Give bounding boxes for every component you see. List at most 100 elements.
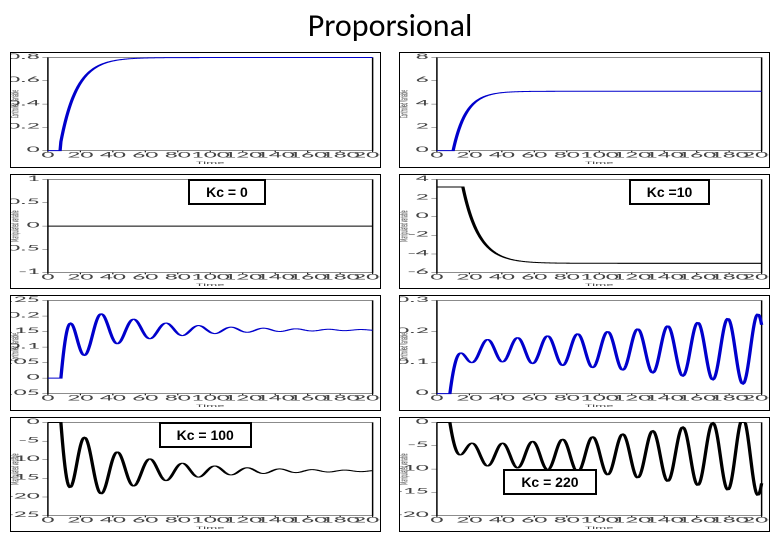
panel-42: Kc = 220 020406080100120140160180200 -20… bbox=[399, 417, 770, 533]
svg-text:40: 40 bbox=[100, 515, 127, 525]
svg-text:1: 1 bbox=[27, 175, 40, 183]
svg-text:20: 20 bbox=[456, 515, 483, 525]
svg-text:60: 60 bbox=[132, 393, 159, 403]
svg-text:0: 0 bbox=[41, 150, 55, 160]
svg-text:40: 40 bbox=[489, 515, 516, 525]
svg-text:20: 20 bbox=[456, 393, 483, 403]
svg-text:0: 0 bbox=[416, 418, 430, 426]
svg-text:80: 80 bbox=[165, 150, 192, 160]
svg-text:-15: -15 bbox=[400, 486, 429, 496]
svg-text:0: 0 bbox=[416, 211, 430, 221]
kc10-label: Kc =10 bbox=[629, 179, 711, 205]
svg-text:Controlled Variable: Controlled Variable bbox=[11, 90, 22, 118]
svg-text:0: 0 bbox=[430, 150, 444, 160]
svg-text:6: 6 bbox=[416, 75, 430, 85]
svg-text:60: 60 bbox=[132, 515, 159, 525]
svg-text:0: 0 bbox=[430, 393, 444, 403]
panel-41: Kc = 100 020406080100120140160180200 -25… bbox=[10, 417, 381, 533]
panel-12: 020406080100120140160180200 02468 Time C… bbox=[399, 52, 770, 168]
svg-text:0: 0 bbox=[416, 145, 430, 155]
svg-text:0.6: 0.6 bbox=[11, 75, 40, 85]
svg-text:0.25: 0.25 bbox=[11, 296, 40, 304]
svg-text:200: 200 bbox=[742, 150, 769, 160]
svg-text:200: 200 bbox=[353, 393, 380, 403]
svg-text:-0.5: -0.5 bbox=[11, 243, 40, 253]
svg-text:-4: -4 bbox=[408, 248, 429, 258]
svg-text:Controlled Variable: Controlled Variable bbox=[400, 333, 411, 361]
svg-text:20: 20 bbox=[67, 515, 94, 525]
svg-text:0.3: 0.3 bbox=[400, 296, 429, 304]
svg-text:-20: -20 bbox=[400, 509, 429, 519]
svg-text:200: 200 bbox=[742, 272, 769, 282]
svg-text:Time: Time bbox=[196, 525, 224, 530]
svg-text:-20: -20 bbox=[11, 491, 40, 501]
svg-text:-0.05: -0.05 bbox=[11, 388, 40, 398]
svg-text:80: 80 bbox=[165, 272, 192, 282]
svg-text:0: 0 bbox=[27, 372, 41, 382]
svg-text:80: 80 bbox=[554, 393, 581, 403]
svg-text:-25: -25 bbox=[11, 509, 40, 519]
panel-32: 020406080100120140160180200 00.10.20.3 T… bbox=[399, 295, 770, 411]
svg-text:0: 0 bbox=[41, 515, 55, 525]
svg-text:40: 40 bbox=[100, 150, 127, 160]
svg-text:60: 60 bbox=[521, 393, 548, 403]
kc0-label: Kc = 0 bbox=[188, 179, 266, 205]
svg-text:0.2: 0.2 bbox=[11, 310, 40, 320]
svg-text:Manipulated variable: Manipulated variable bbox=[11, 453, 22, 485]
svg-text:Manipulated variable: Manipulated variable bbox=[11, 210, 22, 242]
svg-text:200: 200 bbox=[742, 515, 769, 525]
svg-text:60: 60 bbox=[132, 272, 159, 282]
svg-text:20: 20 bbox=[67, 150, 94, 160]
svg-text:Manipulated variable: Manipulated variable bbox=[400, 453, 411, 485]
svg-text:0: 0 bbox=[27, 145, 41, 155]
svg-text:20: 20 bbox=[67, 393, 94, 403]
svg-text:0: 0 bbox=[27, 220, 41, 230]
svg-text:60: 60 bbox=[132, 150, 159, 160]
svg-text:8: 8 bbox=[416, 53, 429, 61]
svg-text:2: 2 bbox=[416, 192, 429, 202]
svg-text:40: 40 bbox=[100, 272, 127, 282]
kc100-label: Kc = 100 bbox=[159, 422, 252, 448]
svg-text:200: 200 bbox=[353, 515, 380, 525]
svg-text:40: 40 bbox=[489, 393, 516, 403]
svg-text:0.2: 0.2 bbox=[11, 122, 40, 132]
svg-text:Manipulated variable: Manipulated variable bbox=[400, 210, 411, 242]
svg-text:Time: Time bbox=[196, 160, 224, 165]
svg-text:40: 40 bbox=[100, 393, 127, 403]
svg-text:80: 80 bbox=[554, 272, 581, 282]
svg-text:Time: Time bbox=[196, 282, 224, 287]
svg-text:0: 0 bbox=[41, 393, 55, 403]
panel-21: Kc = 0 020406080100120140160180200 -1-0.… bbox=[10, 174, 381, 290]
svg-text:Time: Time bbox=[585, 282, 613, 287]
svg-text:0: 0 bbox=[430, 515, 444, 525]
svg-text:Time: Time bbox=[585, 525, 613, 530]
svg-text:-1: -1 bbox=[19, 266, 40, 276]
svg-text:80: 80 bbox=[165, 515, 192, 525]
svg-text:20: 20 bbox=[456, 272, 483, 282]
svg-text:200: 200 bbox=[353, 150, 380, 160]
svg-text:0: 0 bbox=[41, 272, 55, 282]
panel-11: 020406080100120140160180200 00.20.40.60.… bbox=[10, 52, 381, 168]
svg-text:Time: Time bbox=[196, 403, 224, 408]
svg-text:Time: Time bbox=[585, 160, 613, 165]
svg-text:40: 40 bbox=[489, 150, 516, 160]
svg-text:20: 20 bbox=[456, 150, 483, 160]
svg-text:200: 200 bbox=[353, 272, 380, 282]
svg-text:80: 80 bbox=[165, 393, 192, 403]
svg-text:0: 0 bbox=[416, 388, 430, 398]
svg-text:0: 0 bbox=[430, 272, 444, 282]
svg-text:0.8: 0.8 bbox=[11, 53, 40, 61]
svg-text:4: 4 bbox=[416, 175, 430, 183]
svg-text:20: 20 bbox=[67, 272, 94, 282]
svg-text:40: 40 bbox=[489, 272, 516, 282]
svg-text:-6: -6 bbox=[408, 266, 429, 276]
svg-text:4: 4 bbox=[416, 98, 430, 108]
svg-text:60: 60 bbox=[521, 272, 548, 282]
svg-text:80: 80 bbox=[554, 515, 581, 525]
svg-text:-5: -5 bbox=[19, 435, 40, 445]
svg-text:2: 2 bbox=[416, 122, 429, 132]
svg-text:Controlled Variable: Controlled Variable bbox=[11, 333, 22, 361]
page-title: Proporsional bbox=[0, 0, 780, 47]
svg-text:60: 60 bbox=[521, 150, 548, 160]
svg-text:0: 0 bbox=[27, 418, 41, 426]
